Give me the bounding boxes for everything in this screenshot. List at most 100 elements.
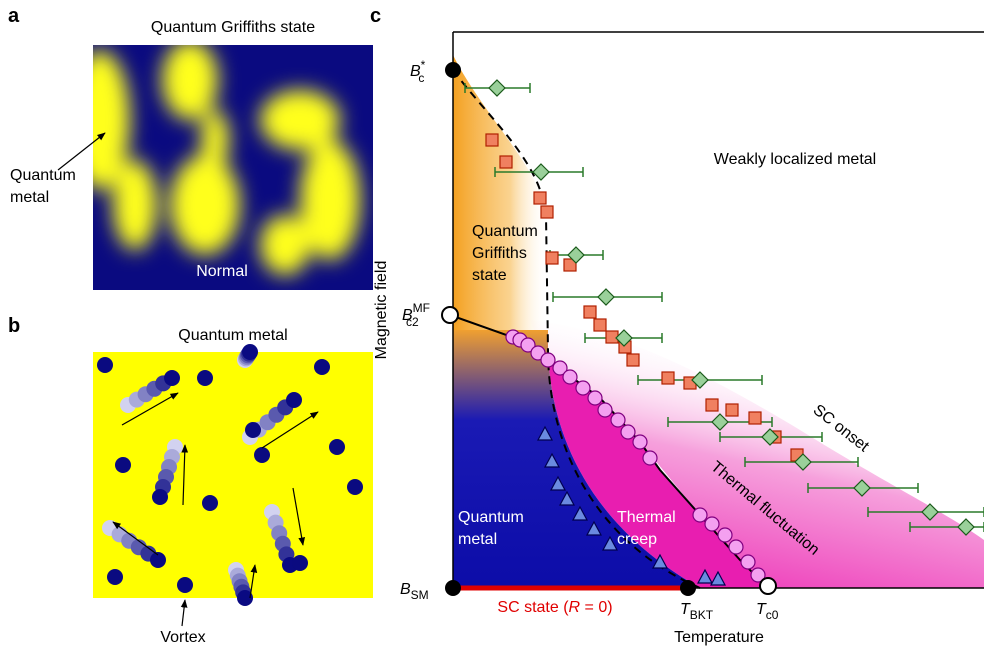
- square-point: [533, 191, 547, 205]
- triangle-point: [696, 568, 714, 584]
- circle-point: [692, 507, 708, 523]
- diamond-point: [615, 329, 633, 347]
- circle-point: [610, 412, 626, 428]
- region-label: Quantum: [458, 509, 524, 526]
- y-mark: B* c: [410, 58, 426, 85]
- panel-letter: a: [8, 5, 20, 27]
- motion-arrow: [249, 564, 258, 599]
- region-label: Thermal: [617, 509, 676, 526]
- square-point: [499, 155, 513, 169]
- vortices: [97, 344, 363, 606]
- square-point: [593, 318, 607, 332]
- square-point: [563, 258, 577, 272]
- pointer-arrow: [180, 599, 188, 627]
- diamond-point: [957, 518, 975, 536]
- vortex: [292, 555, 308, 571]
- diamond-point: [488, 79, 506, 97]
- circle-point: [562, 369, 578, 385]
- triangle-point: [558, 490, 576, 506]
- point-bc2: [441, 306, 459, 324]
- region-label: Quantum: [472, 223, 538, 240]
- point-tbkt: [680, 580, 696, 596]
- diamond-point: [532, 163, 550, 181]
- triangle-point: [585, 520, 603, 536]
- pointer-label: metal: [10, 189, 49, 206]
- phase-regions: [453, 55, 984, 588]
- vortex: [254, 447, 270, 463]
- square-point: [545, 251, 559, 265]
- triangle-point: [543, 452, 561, 468]
- square-point: [626, 353, 640, 367]
- motion-arrow: [121, 392, 179, 426]
- vortex: [347, 479, 363, 495]
- panel-letter: b: [8, 315, 20, 337]
- triangle-point: [709, 570, 727, 586]
- region-label: creep: [617, 531, 657, 548]
- region-label: Weakly localized metal: [714, 151, 876, 168]
- circle-point: [740, 554, 756, 570]
- y-mark: BSM: [400, 581, 429, 602]
- x-axis-title: Temperature: [674, 629, 764, 646]
- panel-letter: c: [370, 5, 381, 27]
- vortex-trail: [237, 590, 253, 606]
- triangle-point: [549, 475, 567, 491]
- circle-point: [520, 337, 536, 353]
- square-point: [485, 133, 499, 147]
- vortex-trail: [150, 552, 166, 568]
- region-label: metal: [458, 531, 497, 548]
- point-bsm: [445, 580, 461, 596]
- vortex: [115, 457, 131, 473]
- y-mark: BMF c2: [402, 301, 430, 329]
- motion-arrow: [181, 444, 189, 506]
- diamond-point: [761, 428, 779, 446]
- vortex: [197, 370, 213, 386]
- circle-point: [620, 424, 636, 440]
- circle-point: [597, 402, 613, 418]
- region-label: Normal: [196, 263, 248, 280]
- griffiths-map: [93, 45, 373, 290]
- diamond-point: [794, 453, 812, 471]
- region-label: SC state (R = 0): [497, 599, 612, 616]
- vortex-field: [93, 352, 373, 598]
- circle-point: [717, 527, 733, 543]
- vortex: [314, 359, 330, 375]
- triangle-point: [536, 425, 554, 441]
- vortex: [177, 577, 193, 593]
- circle-point: [704, 516, 720, 532]
- circle-point: [728, 539, 744, 555]
- vortex-trail: [152, 489, 168, 505]
- diamond-point: [921, 503, 939, 521]
- vortex: [202, 495, 218, 511]
- square-point: [725, 403, 739, 417]
- x-mark: Tc0: [756, 601, 779, 622]
- square-point: [705, 398, 719, 412]
- motion-arrow: [292, 487, 306, 546]
- points: [464, 79, 984, 586]
- pointer-label: Vortex: [160, 629, 205, 646]
- pointer-arrow: [57, 132, 106, 171]
- point-tc0: [759, 577, 777, 595]
- circle-point: [642, 450, 658, 466]
- motion-arrow: [112, 521, 159, 556]
- vortex: [329, 439, 345, 455]
- circle-point: [750, 567, 766, 583]
- vortex: [97, 357, 113, 373]
- vortex-trail: [164, 370, 180, 386]
- diamond-point: [691, 371, 709, 389]
- point-bc-star: [445, 62, 461, 78]
- triangle-point: [651, 553, 669, 569]
- vortex-trail: [286, 392, 302, 408]
- square-point: [540, 205, 554, 219]
- diamond-point: [567, 246, 585, 264]
- triangle-point: [571, 505, 589, 521]
- vortex-trail: [242, 344, 258, 360]
- region-label: Griffiths: [472, 245, 527, 262]
- panel-title: Quantum Griffiths state: [151, 19, 315, 36]
- vortex: [245, 422, 261, 438]
- square-point: [748, 411, 762, 425]
- panel-title: Quantum metal: [178, 327, 287, 344]
- x-mark: TBKT: [680, 601, 714, 622]
- circle-point: [632, 434, 648, 450]
- diamond-point: [711, 413, 729, 431]
